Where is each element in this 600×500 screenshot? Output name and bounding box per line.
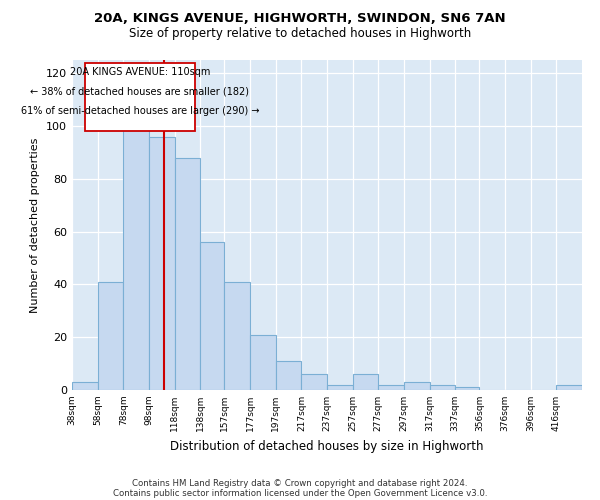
Bar bbox=[149, 136, 175, 390]
Bar bbox=[378, 384, 404, 390]
Bar bbox=[224, 282, 250, 390]
Text: Contains HM Land Registry data © Crown copyright and database right 2024.: Contains HM Land Registry data © Crown c… bbox=[132, 478, 468, 488]
Bar bbox=[98, 282, 123, 390]
X-axis label: Distribution of detached houses by size in Highworth: Distribution of detached houses by size … bbox=[170, 440, 484, 452]
Text: Contains public sector information licensed under the Open Government Licence v3: Contains public sector information licen… bbox=[113, 488, 487, 498]
Bar bbox=[276, 361, 301, 390]
Bar bbox=[327, 384, 353, 390]
Y-axis label: Number of detached properties: Number of detached properties bbox=[31, 138, 40, 312]
Bar bbox=[301, 374, 327, 390]
Bar bbox=[72, 382, 98, 390]
Text: ← 38% of detached houses are smaller (182): ← 38% of detached houses are smaller (18… bbox=[31, 86, 250, 96]
Bar bbox=[85, 62, 195, 132]
Bar bbox=[353, 374, 378, 390]
Bar bbox=[250, 334, 276, 390]
Text: 61% of semi-detached houses are larger (290) →: 61% of semi-detached houses are larger (… bbox=[20, 106, 259, 116]
Text: 20A, KINGS AVENUE, HIGHWORTH, SWINDON, SN6 7AN: 20A, KINGS AVENUE, HIGHWORTH, SWINDON, S… bbox=[94, 12, 506, 26]
Text: 20A KINGS AVENUE: 110sqm: 20A KINGS AVENUE: 110sqm bbox=[70, 66, 210, 76]
Bar bbox=[175, 158, 200, 390]
Text: Size of property relative to detached houses in Highworth: Size of property relative to detached ho… bbox=[129, 28, 471, 40]
Bar bbox=[200, 242, 224, 390]
Bar bbox=[556, 384, 582, 390]
Bar bbox=[455, 388, 479, 390]
Bar bbox=[123, 128, 149, 390]
Bar bbox=[430, 384, 455, 390]
Bar bbox=[404, 382, 430, 390]
